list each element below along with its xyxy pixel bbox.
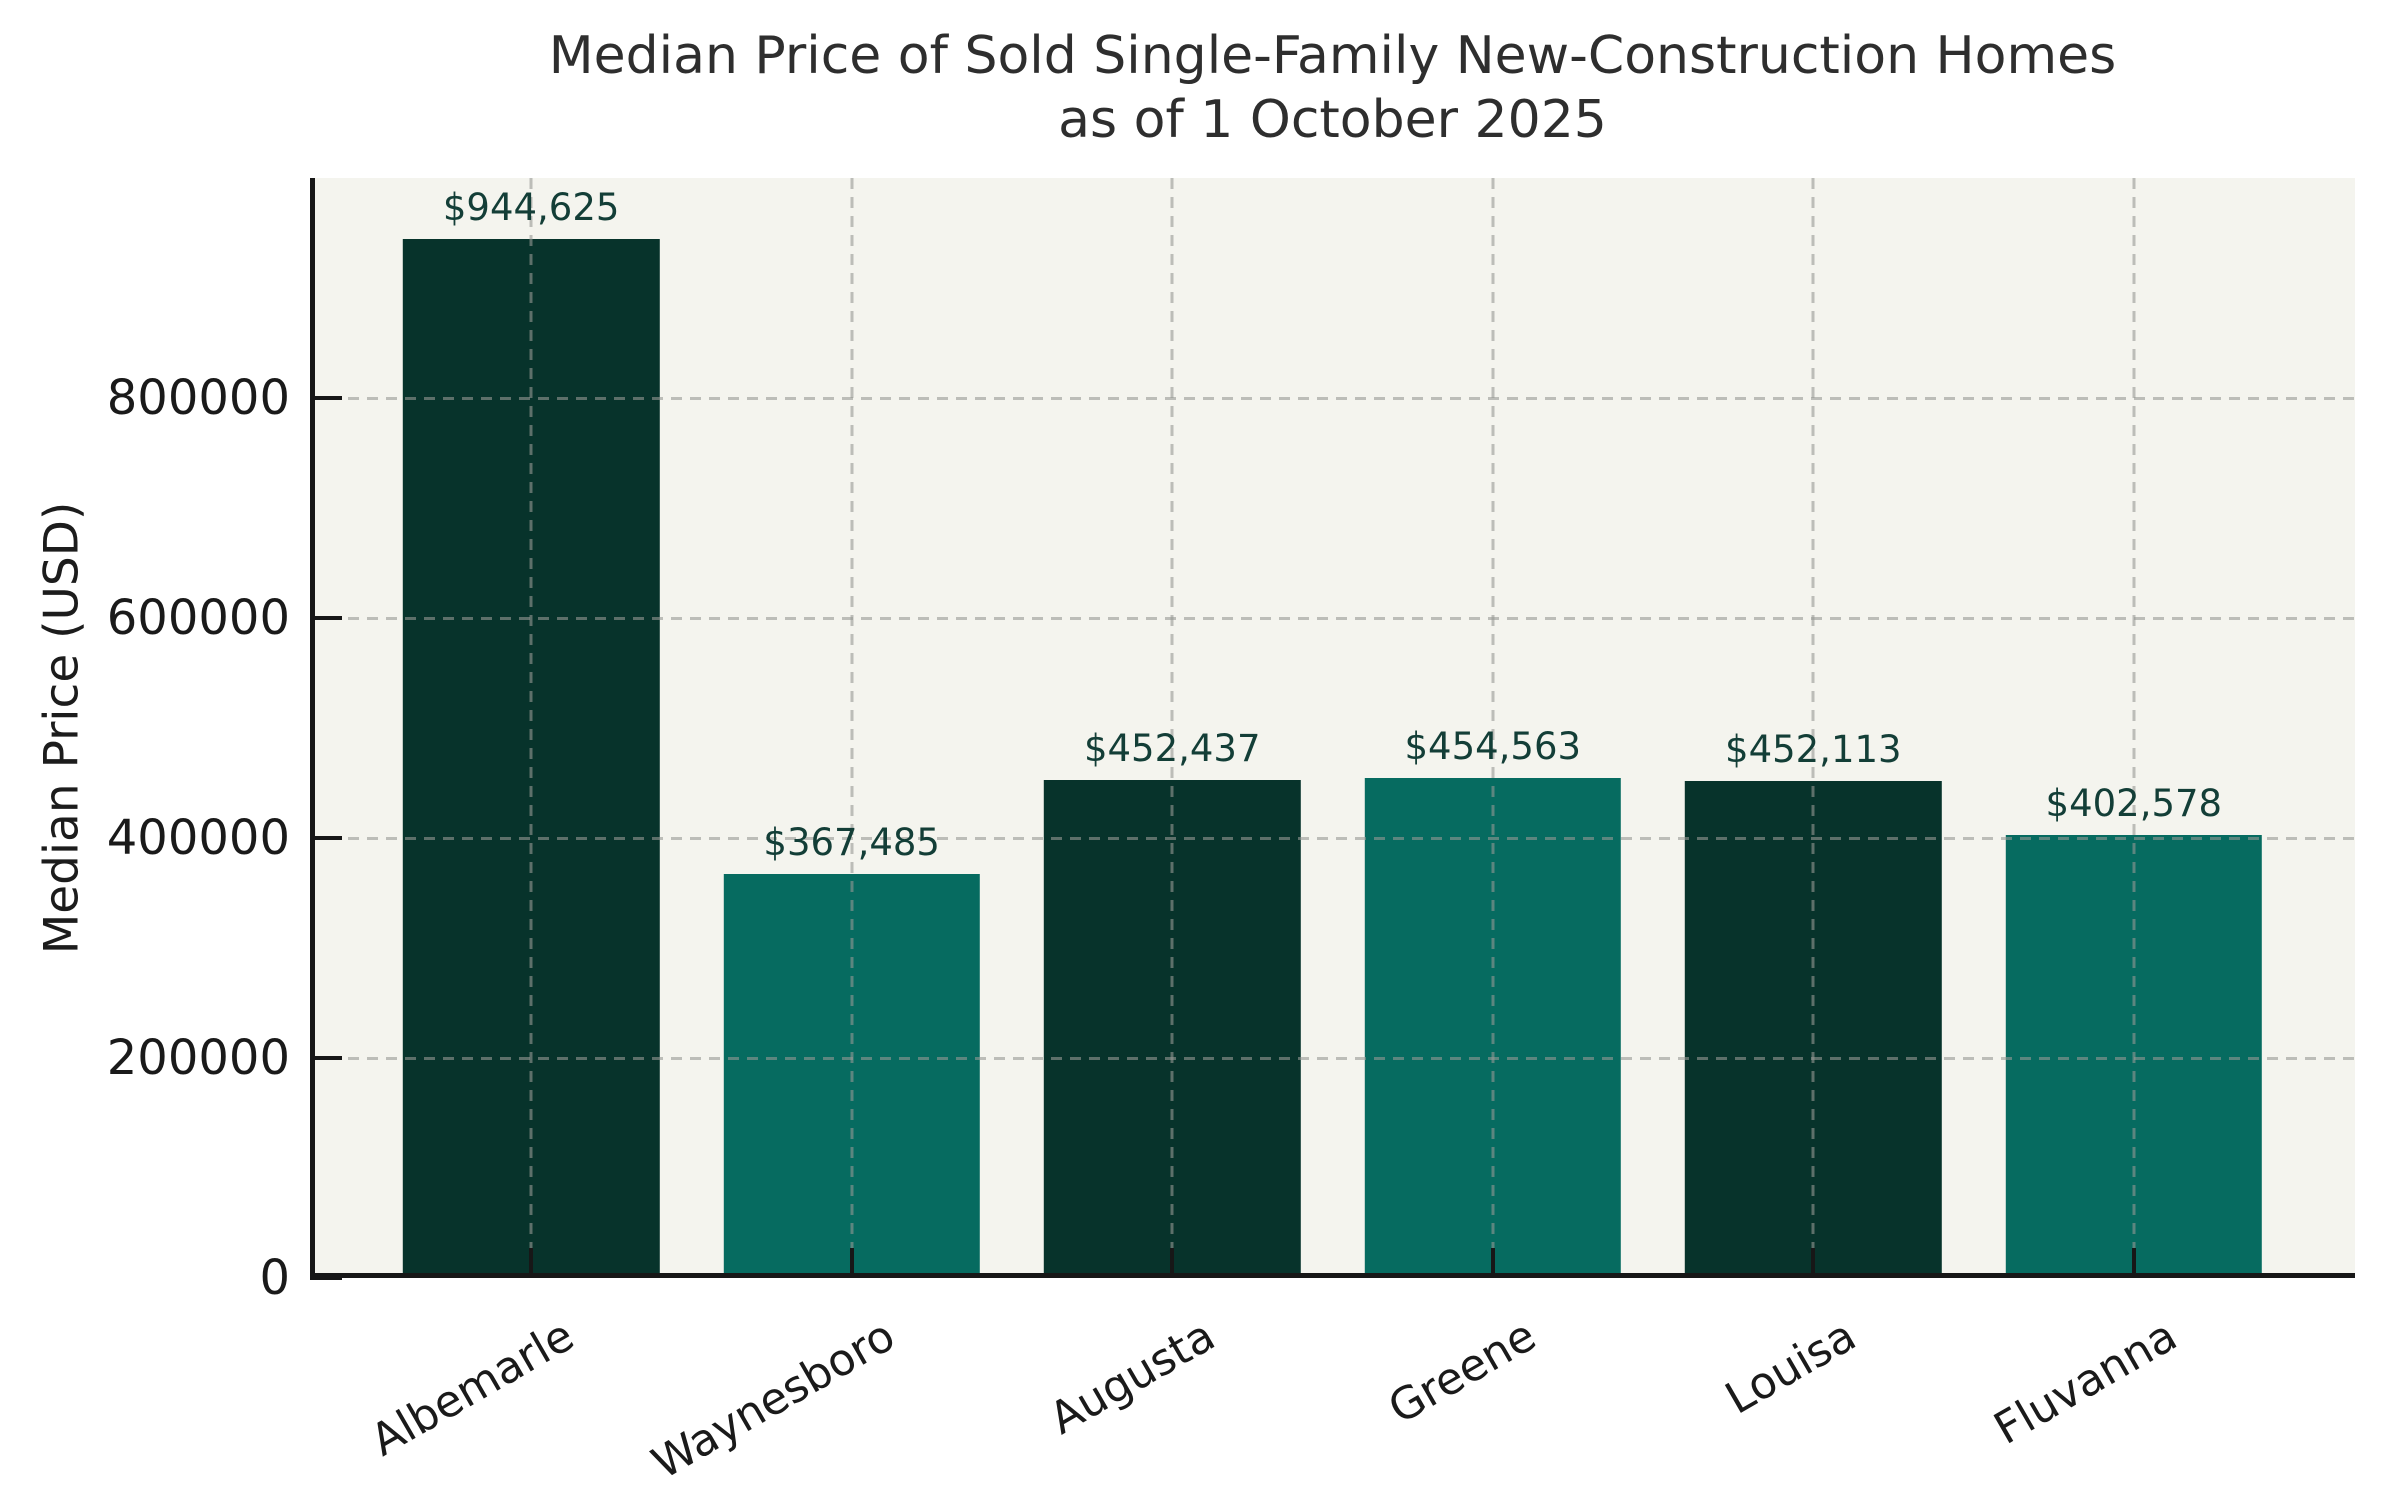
x-tick-mark-waynesboro bbox=[849, 1248, 854, 1278]
x-tick-label-greene: Greene bbox=[1379, 1310, 1545, 1435]
x-tick-label-albemarle: Albemarle bbox=[362, 1310, 583, 1467]
gridline-v-fluvanna bbox=[2132, 178, 2136, 1278]
x-tick-label-louisa: Louisa bbox=[1717, 1310, 1865, 1425]
bar-value-label-waynesboro: $367,485 bbox=[763, 820, 940, 864]
gridline-h-400000 bbox=[310, 836, 2355, 840]
y-tick-label-200000: 200000 bbox=[106, 1030, 290, 1086]
x-tick-mark-louisa bbox=[1811, 1248, 1816, 1278]
chart-title-line2: as of 1 October 2025 bbox=[1058, 90, 1607, 150]
gridline-v-albemarle bbox=[529, 178, 533, 1278]
gridline-v-waynesboro bbox=[850, 178, 854, 1278]
y-tick-mark-0 bbox=[310, 1276, 342, 1280]
x-tick-mark-greene bbox=[1490, 1248, 1495, 1278]
chart-title: Median Price of Sold Single-Family New-C… bbox=[310, 24, 2355, 152]
y-tick-label-400000: 400000 bbox=[106, 810, 290, 866]
bar-value-label-augusta: $452,437 bbox=[1083, 727, 1261, 771]
y-axis-title: Median Price (USD) bbox=[34, 501, 90, 955]
bar-value-label-louisa: $452,113 bbox=[1725, 727, 1902, 771]
bar-value-label-greene: $454,563 bbox=[1404, 724, 1582, 768]
plot-area: $944,625 $367,485 $452,437 $454,563 $452,113… bbox=[310, 178, 2355, 1280]
x-tick-mark-albemarle bbox=[529, 1248, 534, 1278]
y-tick-label-600000: 600000 bbox=[106, 590, 290, 646]
x-tick-label-waynesboro: Waynesboro bbox=[643, 1310, 904, 1490]
gridline-v-augusta bbox=[1170, 178, 1174, 1278]
gridline-h-600000 bbox=[310, 616, 2355, 620]
gridline-v-greene bbox=[1491, 178, 1495, 1278]
chart-title-line1: Median Price of Sold Single-Family New-C… bbox=[548, 26, 2117, 86]
x-tick-mark-augusta bbox=[1170, 1248, 1175, 1278]
bar-value-label-albemarle: $944,625 bbox=[442, 185, 620, 229]
y-tick-mark-400000 bbox=[310, 836, 342, 840]
gridline-v-louisa bbox=[1811, 178, 1815, 1278]
gridline-h-200000 bbox=[310, 1056, 2355, 1060]
y-tick-mark-800000 bbox=[310, 396, 342, 400]
x-tick-label-fluvanna: Fluvanna bbox=[1985, 1310, 2186, 1455]
y-tick-label-0: 0 bbox=[259, 1250, 290, 1306]
y-tick-mark-600000 bbox=[310, 616, 342, 620]
y-tick-mark-200000 bbox=[310, 1056, 342, 1060]
gridline-h-800000 bbox=[310, 396, 2355, 400]
x-tick-mark-fluvanna bbox=[2131, 1248, 2136, 1278]
x-tick-label-augusta: Augusta bbox=[1041, 1310, 1224, 1445]
y-tick-label-800000: 800000 bbox=[106, 370, 290, 426]
bar-value-label-fluvanna: $402,578 bbox=[2045, 782, 2223, 826]
